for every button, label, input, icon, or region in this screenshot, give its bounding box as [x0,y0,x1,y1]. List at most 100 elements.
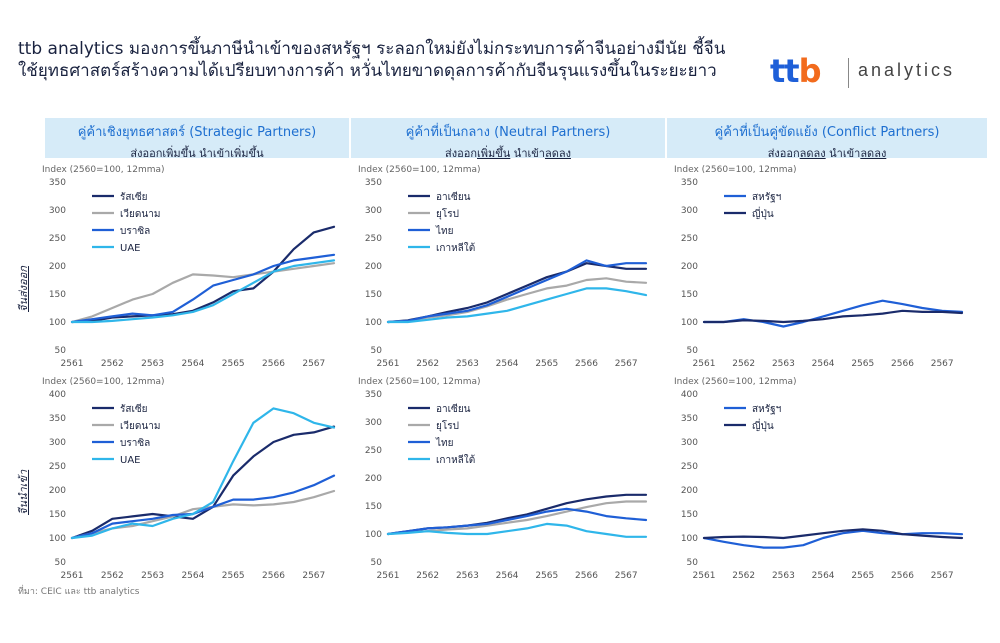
y-tick-label: 300 [365,418,382,428]
x-tick-label: 2564 [812,359,835,369]
y-tick-label: 200 [49,262,66,272]
logo-wordmark: analytics [858,60,956,80]
series-line [386,522,648,538]
series-line [70,259,336,324]
series-line [70,253,336,324]
column-subtitle: ส่งออกเพิ่มขึ้น นำเข้าเพิ่มขึ้น [130,147,264,160]
y-tick-label: 50 [687,558,699,568]
y-axis-label: Index (2560=100, 12mma) [674,165,797,175]
x-tick-label: 2563 [141,359,164,369]
legend-label: ญี่ปุ่น [752,206,774,220]
x-tick-label: 2563 [772,359,795,369]
x-tick-label: 2562 [416,571,439,581]
y-axis-label: Index (2560=100, 12mma) [674,377,797,387]
x-tick-label: 2566 [575,571,598,581]
legend-label: บราซิล [120,438,150,449]
x-tick-label: 2562 [101,571,124,581]
x-tick-label: 2565 [535,359,558,369]
x-tick-label: 2564 [496,359,519,369]
x-tick-label: 2566 [575,359,598,369]
x-tick-label: 2567 [302,359,325,369]
x-tick-label: 2561 [693,359,716,369]
y-tick-label: 50 [687,346,699,356]
y-tick-label: 300 [365,206,382,216]
y-tick-label: 50 [371,558,383,568]
column-title: คู่ค้าที่เป็นกลาง (Neutral Partners) [405,125,611,140]
y-tick-label: 350 [49,178,66,188]
x-tick-label: 2564 [812,571,835,581]
x-tick-label: 2567 [931,571,954,581]
y-tick-label: 350 [681,414,698,424]
y-tick-label: 400 [49,390,66,400]
x-tick-label: 2566 [262,359,285,369]
x-tick-label: 2562 [732,571,755,581]
x-tick-label: 2564 [181,359,204,369]
legend-label: เกาหลีใต้ [436,454,475,466]
legend-label: เวียดนาม [120,208,160,220]
y-tick-label: 300 [681,206,698,216]
x-tick-label: 2565 [222,359,245,369]
series-line [70,425,336,540]
series-line [386,277,648,324]
x-tick-label: 2563 [456,571,479,581]
x-tick-label: 2565 [851,571,874,581]
y-tick-label: 50 [371,346,383,356]
legend-label: บราซิล [120,226,150,237]
column-header-neutral: คู่ค้าที่เป็นกลาง (Neutral Partners) ส่ง… [351,118,665,160]
series-line [70,407,336,540]
y-tick-label: 300 [681,438,698,448]
column-title: คู่ค้าเชิงยุทธศาสตร์ (Strategic Partners… [77,125,317,140]
legend-label: รัสเซีย [120,403,148,415]
y-tick-label: 250 [49,234,66,244]
chart-svg: Index (2560=100, 12mma) 50 100 150 200 250 300… [358,377,648,581]
y-tick-label: 200 [681,262,698,272]
column-subtitle: ส่งออกเพิ่มขึ้น นำเข้าลดลง [445,147,571,160]
column-subtitle: ส่งออกลดลง นำเข้าลดลง [767,147,887,160]
x-tick-label: 2561 [693,571,716,581]
y-tick-label: 200 [49,486,66,496]
x-tick-label: 2563 [141,571,164,581]
y-tick-label: 100 [681,318,698,328]
x-tick-label: 2564 [181,571,204,581]
x-tick-label: 2562 [732,359,755,369]
chart-strategic-import: Index (2560=100, 12mma) 50 100 150 200 250 300… [40,372,350,582]
chart-svg: Index (2560=100, 12mma) 50 100 150 200 250 300… [42,377,336,581]
series-line [70,262,336,324]
series-line [702,529,964,549]
x-tick-label: 2565 [222,571,245,581]
y-tick-label: 200 [365,474,382,484]
series-line [702,309,964,324]
row-label-imports: จีนนำเข้า [17,469,30,515]
y-tick-label: 150 [365,502,382,512]
x-tick-label: 2566 [891,571,914,581]
x-tick-label: 2566 [262,571,285,581]
y-tick-label: 400 [681,390,698,400]
chart-neutral-export: Index (2560=100, 12mma) 50 100 150 200 250 300… [356,160,662,370]
legend-label: ยุโรป [436,419,459,432]
y-tick-label: 350 [49,414,66,424]
series-line [70,225,336,324]
series-line [386,259,648,324]
x-tick-label: 2567 [931,359,954,369]
headline: ttb analytics มองการขึ้นภาษีนำเข้าของสหร… [18,39,726,81]
series-line [386,507,648,536]
legend-label: UAE [120,243,140,254]
y-tick-label: 250 [49,462,66,472]
series-line [70,474,336,540]
y-tick-label: 150 [681,510,698,520]
legend-label: รัสเซีย [120,191,148,203]
y-tick-label: 100 [49,318,66,328]
x-tick-label: 2561 [61,359,84,369]
y-axis-label: Index (2560=100, 12mma) [42,377,165,387]
x-tick-label: 2563 [772,571,795,581]
legend-label: ญี่ปุ่น [752,418,774,432]
series-line [386,287,648,324]
y-tick-label: 250 [681,462,698,472]
chart-svg: Index (2560=100, 12mma) 50 100 150 200 250 300… [358,165,648,369]
chart-svg: Index (2560=100, 12mma) 50 100 150 200 250 300… [42,165,336,369]
x-tick-label: 2561 [377,359,400,369]
chart-conflict-import: Index (2560=100, 12mma) 50 100 150 200 250 300… [672,372,978,582]
y-tick-label: 350 [365,178,382,188]
y-tick-label: 100 [365,318,382,328]
legend-label: สหรัฐฯ [752,404,781,415]
